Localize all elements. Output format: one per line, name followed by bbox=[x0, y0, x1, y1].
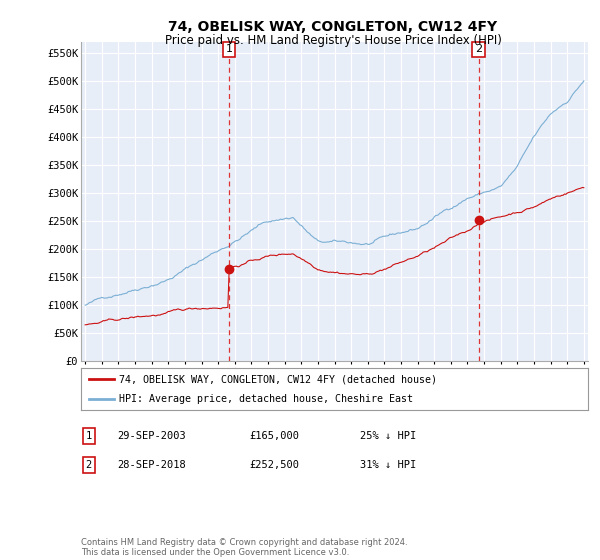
Text: 74, OBELISK WAY, CONGLETON, CW12 4FY (detached house): 74, OBELISK WAY, CONGLETON, CW12 4FY (de… bbox=[119, 374, 437, 384]
Text: 1: 1 bbox=[226, 44, 233, 54]
Text: Price paid vs. HM Land Registry's House Price Index (HPI): Price paid vs. HM Land Registry's House … bbox=[164, 34, 502, 46]
Text: 25% ↓ HPI: 25% ↓ HPI bbox=[360, 431, 416, 441]
Text: 31% ↓ HPI: 31% ↓ HPI bbox=[360, 460, 416, 470]
Text: £252,500: £252,500 bbox=[249, 460, 299, 470]
Text: Contains HM Land Registry data © Crown copyright and database right 2024.
This d: Contains HM Land Registry data © Crown c… bbox=[81, 538, 407, 557]
Text: £165,000: £165,000 bbox=[249, 431, 299, 441]
Text: 2: 2 bbox=[475, 44, 482, 54]
Text: 29-SEP-2003: 29-SEP-2003 bbox=[117, 431, 186, 441]
Text: 28-SEP-2018: 28-SEP-2018 bbox=[117, 460, 186, 470]
Text: 1: 1 bbox=[86, 431, 92, 441]
Text: 74, OBELISK WAY, CONGLETON, CW12 4FY: 74, OBELISK WAY, CONGLETON, CW12 4FY bbox=[169, 20, 497, 34]
Text: 2: 2 bbox=[86, 460, 92, 470]
Text: HPI: Average price, detached house, Cheshire East: HPI: Average price, detached house, Ches… bbox=[119, 394, 413, 404]
